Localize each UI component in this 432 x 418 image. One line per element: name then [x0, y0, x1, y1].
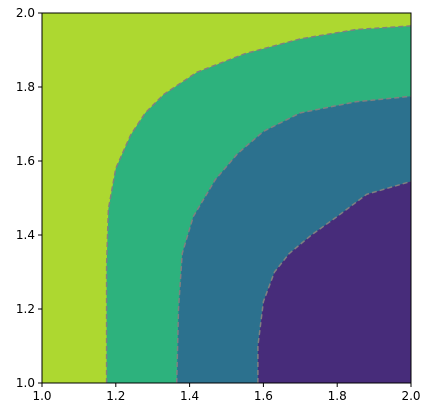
contour-line-1 [105, 25, 411, 383]
contour-lines [105, 25, 411, 383]
x-tick-label: 1.8 [328, 389, 347, 403]
x-tick-label: 1.2 [106, 389, 125, 403]
y-tick-label: 2.0 [16, 6, 35, 20]
x-tick-label: 1.6 [254, 389, 273, 403]
y-tick-label: 1.2 [16, 302, 35, 316]
x-tick-label: 1.4 [180, 389, 199, 403]
contour-line-2 [175, 95, 411, 383]
x-tick-label: 2.0 [401, 389, 420, 403]
y-tick-label: 1.4 [16, 228, 35, 242]
contour-regions [42, 13, 411, 383]
contour-line-3 [257, 180, 411, 383]
y-tick-label: 1.6 [16, 154, 35, 168]
y-tick-label: 1.8 [16, 80, 35, 94]
y-tick-label: 1.0 [16, 376, 35, 390]
contour-region-4 [257, 181, 411, 383]
x-axis: 1.0 1.2 1.4 1.6 1.8 2.0 [32, 383, 421, 403]
x-tick-label: 1.0 [32, 389, 51, 403]
plot-frame [41, 12, 412, 384]
y-axis: 1.0 1.2 1.4 1.6 1.8 2.0 [16, 6, 42, 390]
